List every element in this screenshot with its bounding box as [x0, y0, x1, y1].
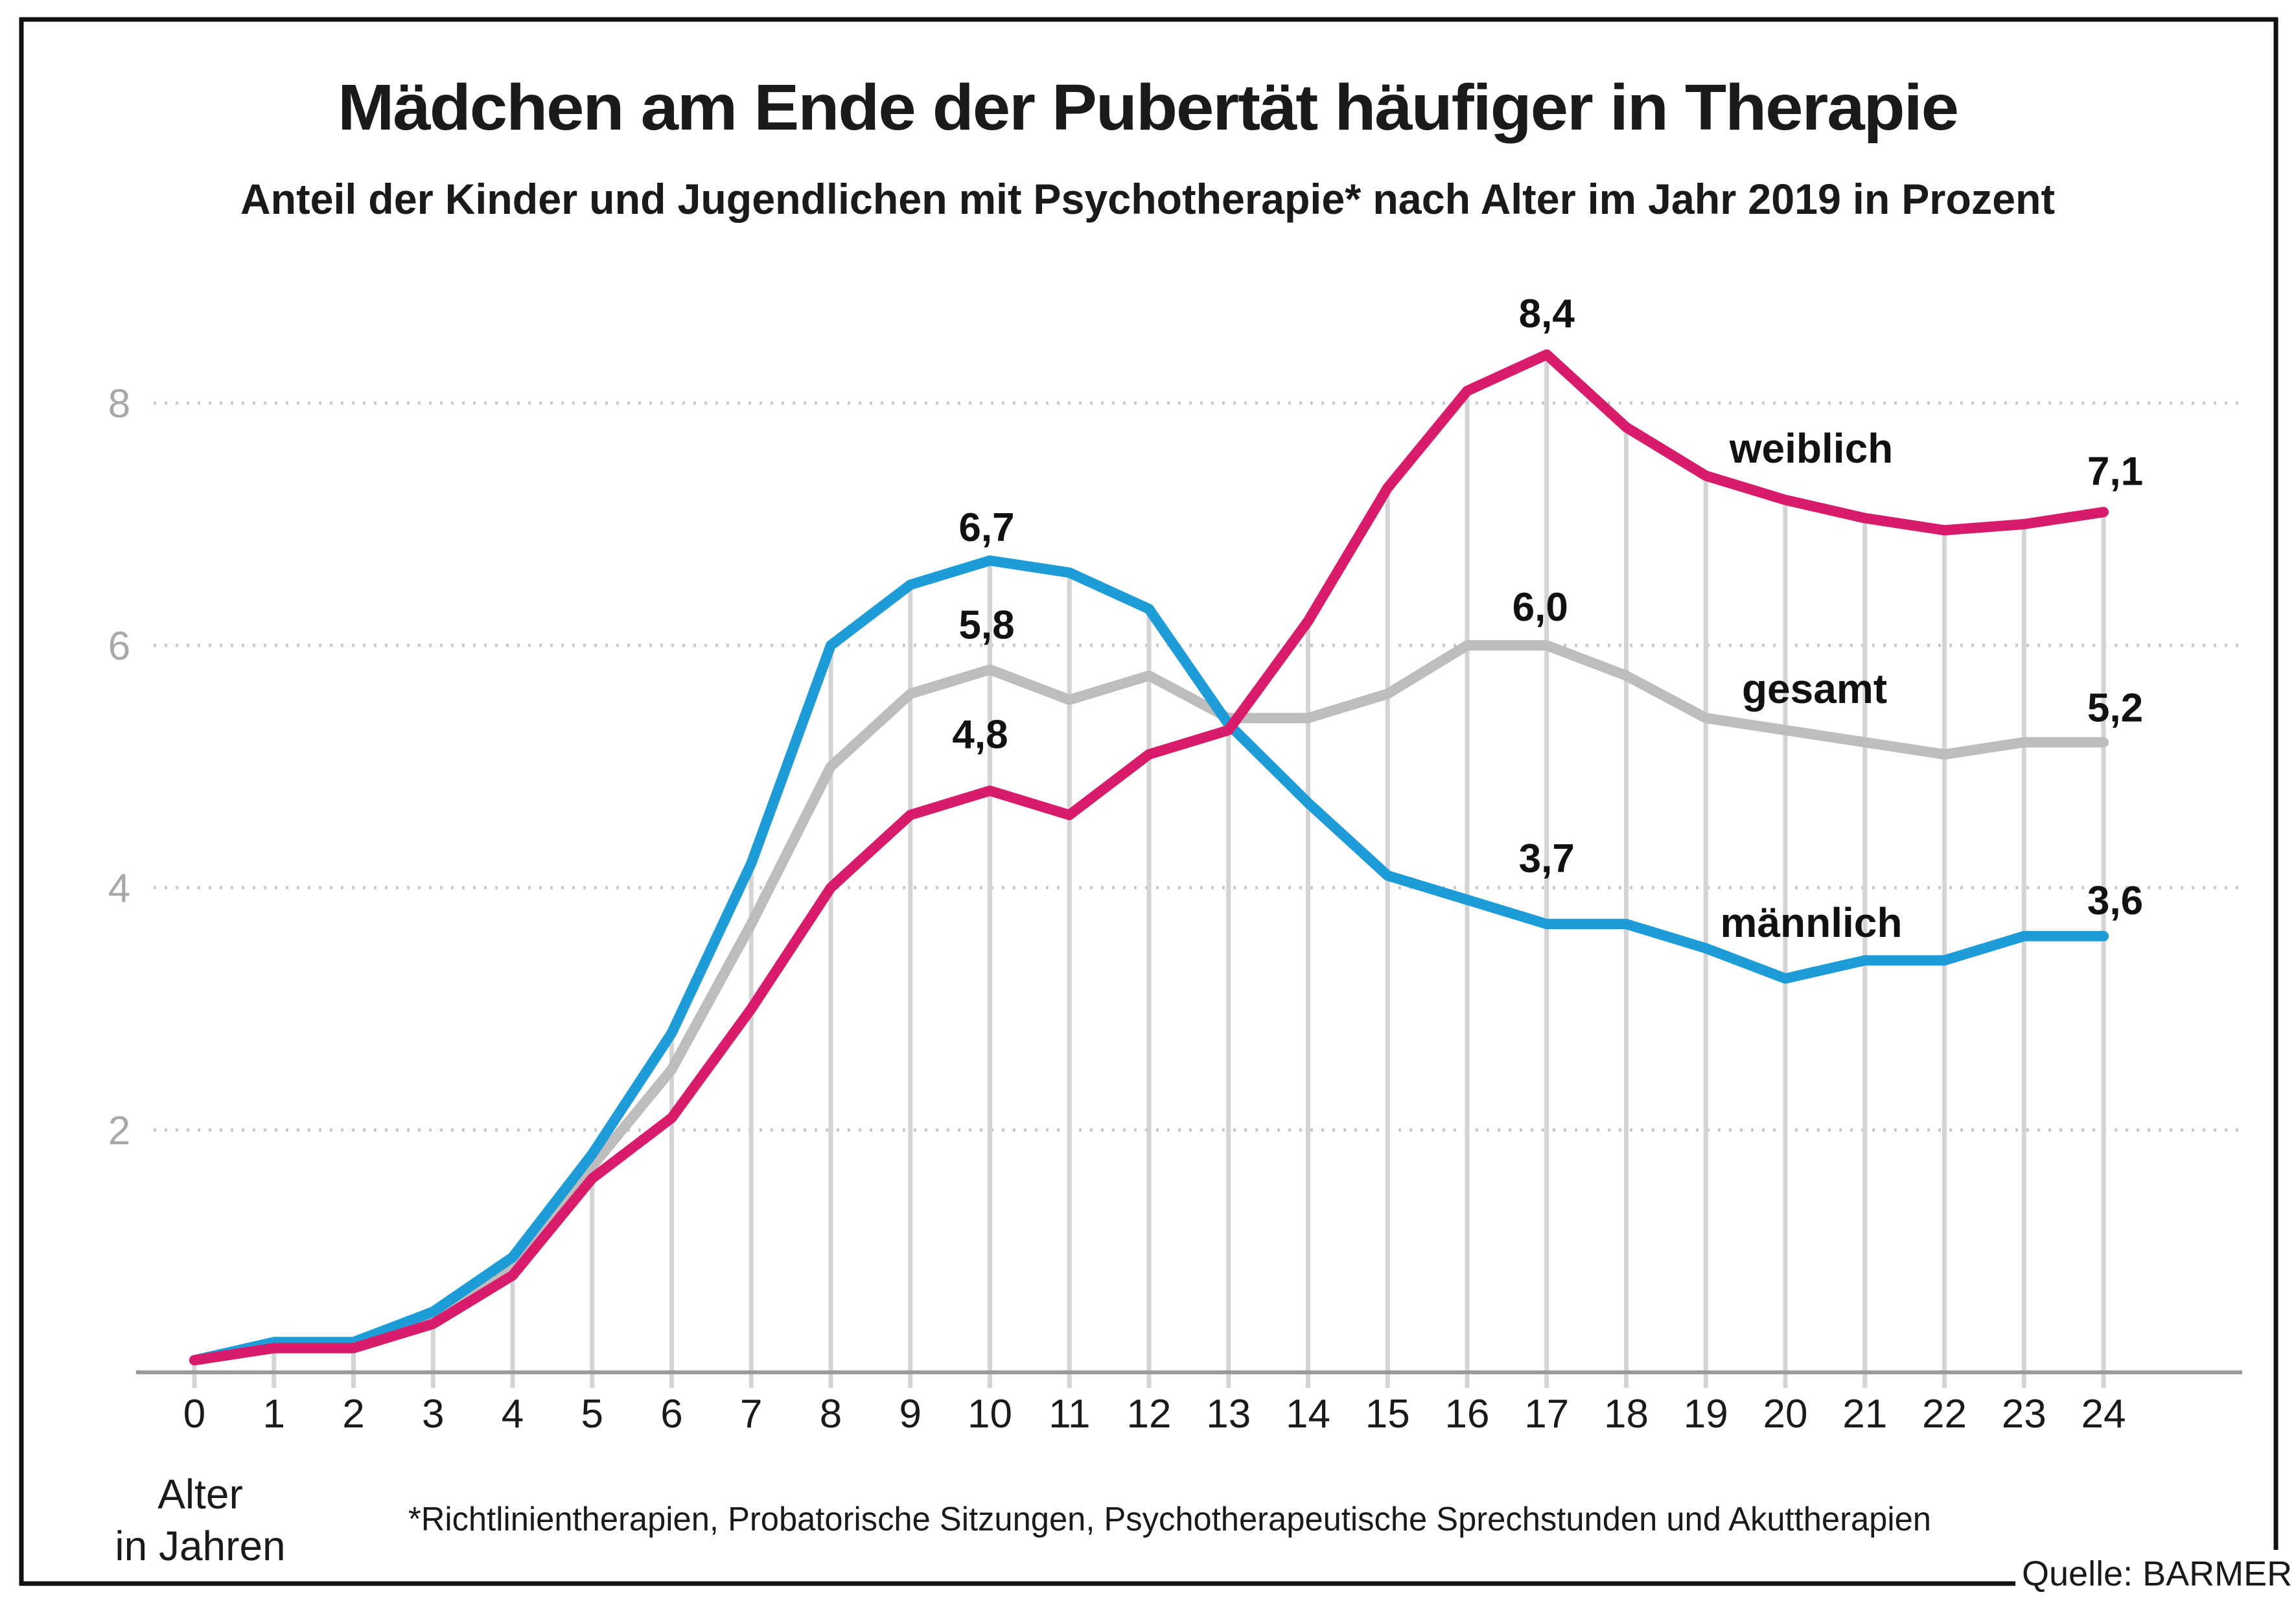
value-label-männlich-17: 3,7 [1519, 836, 1575, 881]
value-label-männlich-24: 3,6 [2087, 879, 2143, 923]
x-tick-label-12: 12 [1127, 1392, 1172, 1436]
series-line-weiblich [189, 349, 2109, 1366]
y-tick-label-4: 4 [108, 866, 130, 911]
x-tick-label-5: 5 [581, 1392, 603, 1436]
x-tick-label-15: 15 [1365, 1392, 1410, 1436]
x-tick-label-23: 23 [2002, 1392, 2047, 1436]
x-tick-label-8: 8 [820, 1392, 842, 1436]
x-tick-label-22: 22 [1922, 1392, 1967, 1436]
x-tick-label-3: 3 [422, 1392, 444, 1436]
chart-frame [19, 17, 2279, 1586]
x-tick-label-7: 7 [740, 1392, 762, 1436]
source-credit: Quelle: BARMER [2022, 1554, 2292, 1593]
x-tick-label-20: 20 [1763, 1392, 1808, 1436]
value-label-gesamt-24: 5,2 [2087, 686, 2143, 731]
x-tick-label-0: 0 [183, 1392, 205, 1436]
x-tick-label-4: 4 [502, 1392, 524, 1436]
value-label-weiblich-17: 8,4 [1519, 292, 1575, 336]
x-tick-label-13: 13 [1206, 1392, 1251, 1436]
y-tick-label-8: 8 [108, 382, 130, 426]
chart-subtitle: Anteil der Kinder und Jugendlichen mit P… [240, 175, 2055, 223]
value-label-weiblich-10: 4,8 [952, 712, 1008, 757]
x-tick-label-19: 19 [1684, 1392, 1728, 1436]
x-tick-label-18: 18 [1604, 1392, 1649, 1436]
x-axis-title-line1: Alter [157, 1471, 243, 1517]
series-label-weiblich: weiblich [1729, 425, 1894, 472]
x-tick-label-9: 9 [899, 1392, 922, 1436]
value-label-gesamt-17: 6,0 [1513, 585, 1568, 630]
x-tick-label-10: 10 [968, 1392, 1012, 1436]
footnote-text: *Richtlinientherapien, Probatorische Sit… [408, 1501, 1931, 1538]
series-label-gesamt: gesamt [1742, 665, 1887, 712]
series-label-mnnlich: männlich [1721, 899, 1903, 946]
value-label-männlich-10: 6,7 [958, 505, 1014, 550]
value-label-weiblich-24: 7,1 [2087, 449, 2143, 494]
x-tick-label-17: 17 [1524, 1392, 1569, 1436]
x-tick-label-21: 21 [1842, 1392, 1887, 1436]
x-tick-label-11: 11 [1049, 1392, 1090, 1436]
chart-title: Mädchen am Ende der Pubertät häufiger in… [338, 71, 1958, 144]
x-tick-label-2: 2 [342, 1392, 364, 1436]
value-label-gesamt-10: 5,8 [958, 603, 1014, 647]
x-tick-label-24: 24 [2081, 1392, 2126, 1436]
y-tick-label-6: 6 [108, 624, 130, 669]
x-tick-label-1: 1 [263, 1392, 285, 1436]
x-tick-label-16: 16 [1445, 1392, 1490, 1436]
x-axis-title-line2: in Jahren [115, 1523, 285, 1569]
series-line-männlich [189, 555, 2109, 1366]
x-tick-label-6: 6 [660, 1392, 682, 1436]
x-tick-label-14: 14 [1286, 1392, 1330, 1436]
y-tick-label-2: 2 [108, 1109, 130, 1153]
